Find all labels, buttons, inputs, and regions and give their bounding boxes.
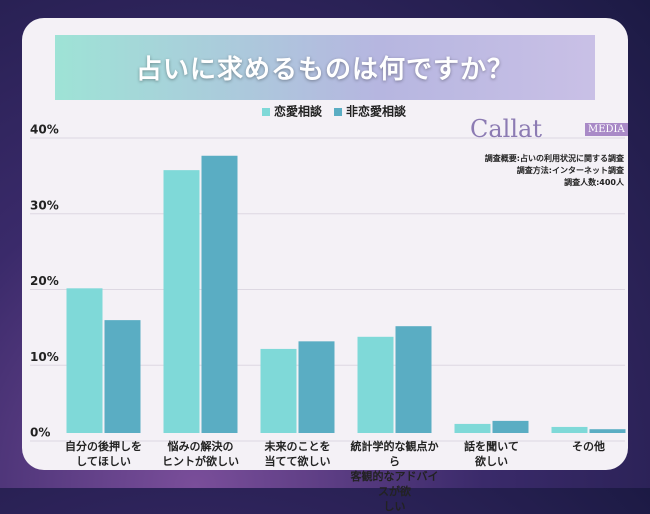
bar <box>201 155 238 433</box>
legend-label: 非恋愛相談 <box>346 104 407 119</box>
y-tick-label: 10% <box>30 350 59 364</box>
x-tick-label: その他 <box>572 440 605 453</box>
x-tick-label: 悩みの解決の ヒントが欲しい <box>162 440 239 468</box>
page: 占いに求めるものは何ですか？ Callat MEDIA 調査概要:占いの利用状況… <box>22 18 628 513</box>
legend-swatch <box>262 108 270 116</box>
chart-title: 占いに求めるものは何ですか？ <box>135 55 514 85</box>
y-tick-label: 20% <box>30 274 59 288</box>
y-tick-label: 0% <box>30 426 50 440</box>
bar <box>492 420 529 433</box>
bar <box>298 341 335 433</box>
bar <box>66 288 103 433</box>
x-tick-label: 未来のことを 当てて欲しい <box>264 440 331 468</box>
bar <box>163 170 200 433</box>
bar <box>454 423 491 433</box>
legend-label: 恋愛相談 <box>274 104 323 119</box>
bar <box>104 320 141 433</box>
y-tick-label: 30% <box>30 198 59 212</box>
logo-tag: MEDIA <box>585 123 628 136</box>
note: 調査方法:インターネット調査 <box>516 166 624 175</box>
note: 調査概要:占いの利用状況に関する調査 <box>484 154 624 163</box>
bar <box>589 429 626 433</box>
bar <box>551 426 588 433</box>
x-tick-label: 自分の後押しを してほしい <box>65 440 142 468</box>
x-tick-label: 統計学的な観点から 客観的なアドバイスが欲 しい <box>350 440 439 513</box>
legend-swatch <box>334 108 343 116</box>
bar <box>357 336 394 433</box>
x-tick-label: 話を聞いて 欲しい <box>464 440 519 468</box>
bar <box>260 348 297 433</box>
y-tick-label: 40% <box>30 123 59 137</box>
note: 調査人数:400人 <box>564 178 624 187</box>
title-banner: 占いに求めるものは何ですか？ <box>55 35 595 100</box>
chart: 0% 10% 20% 30% 40% 恋愛相談 非恋愛相談 <box>30 104 626 442</box>
bar <box>395 326 432 433</box>
